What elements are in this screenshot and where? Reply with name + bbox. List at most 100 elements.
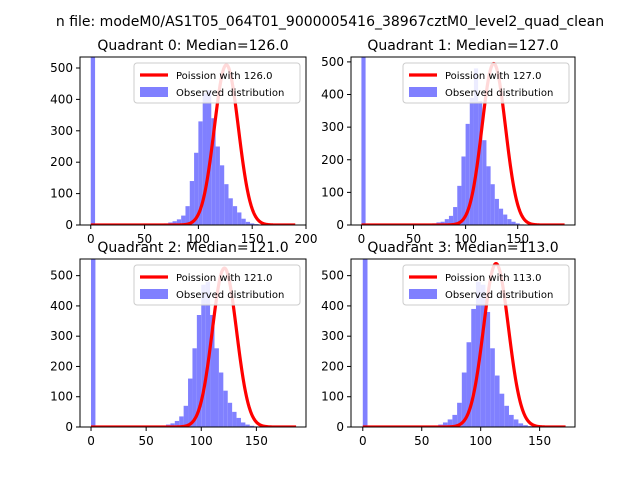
x-tick-label: 0 xyxy=(358,232,366,246)
axes-frame xyxy=(350,258,576,428)
histogram-bar xyxy=(511,221,516,225)
histogram-bar xyxy=(192,348,197,427)
subplot-title: Quadrant 0: Median=126.0 xyxy=(97,38,288,54)
legend-box xyxy=(133,62,301,104)
legend-label-observed: Observed distribution xyxy=(445,290,553,301)
histogram-bar xyxy=(494,375,500,427)
histogram-bar xyxy=(499,393,505,427)
histogram-bar xyxy=(444,219,449,225)
histogram-bar xyxy=(485,311,491,427)
histogram-bar xyxy=(224,184,229,225)
histogram-bar xyxy=(448,215,454,225)
y-tick-label: 0 xyxy=(65,218,73,232)
x-tick-label: 100 xyxy=(454,232,477,246)
histogram-bar xyxy=(523,425,528,427)
histogram-bar xyxy=(202,93,207,225)
x-tick-label: 150 xyxy=(241,232,264,246)
histogram-bar xyxy=(194,152,199,225)
histogram-bar xyxy=(240,422,246,427)
y-tick-label: 100 xyxy=(50,187,73,201)
y-tick-label: 100 xyxy=(50,390,73,404)
histogram-bar xyxy=(223,390,228,427)
legend: Poission with 127.0 Observed distribution xyxy=(402,62,570,104)
y-tick-label: 500 xyxy=(321,269,344,283)
y-tick-label: 0 xyxy=(336,218,344,232)
plot-area xyxy=(89,57,297,225)
plot-area xyxy=(89,259,298,427)
histogram-bar xyxy=(211,118,216,225)
legend-label-observed: Observed distribution xyxy=(176,88,284,99)
legend-box xyxy=(402,62,570,104)
histogram-bar xyxy=(486,166,491,225)
subplot-title: Quadrant 2: Median=121.0 xyxy=(97,240,288,256)
histogram-bar xyxy=(453,207,458,225)
histogram-bar xyxy=(440,221,445,225)
histogram-bar xyxy=(507,219,512,225)
histogram-bar xyxy=(465,123,470,225)
histogram-bar-zero xyxy=(362,259,368,427)
x-tick-label: 150 xyxy=(245,434,268,448)
histogram-bar xyxy=(174,420,180,427)
histogram-bar xyxy=(457,402,462,427)
poisson-fit-line xyxy=(360,61,566,225)
x-tick-label: 0 xyxy=(87,434,95,448)
subplot-2: 0 50 100 150 0 100 200 300 400 500 Quadrant 2: Med… xyxy=(50,240,307,448)
axes-frame xyxy=(350,56,576,226)
histogram-bar xyxy=(473,68,479,225)
histogram-bar-zero xyxy=(361,57,366,225)
x-tick-label: 0 xyxy=(359,434,367,448)
histogram-bar-zero xyxy=(90,57,96,225)
legend-label-fit: Poission with 121.0 xyxy=(176,273,272,284)
y-tick-label: 200 xyxy=(321,359,344,373)
figure-title: n file: modeM0/AS1T05_064T01_9000005416_… xyxy=(56,14,604,30)
histogram-bar xyxy=(498,208,504,225)
histogram-bar xyxy=(503,214,508,225)
histogram-bar xyxy=(201,284,206,427)
histogram-bar xyxy=(518,423,524,427)
histogram-bar xyxy=(219,165,225,225)
axes-frame xyxy=(79,56,307,226)
x-tick-label: 0 xyxy=(87,232,95,246)
histogram-bar xyxy=(214,348,219,427)
legend-label-fit: Poission with 127.0 xyxy=(445,71,541,82)
x-tick-label: 100 xyxy=(190,434,213,448)
histogram-bar xyxy=(172,221,177,225)
y-tick-label: 300 xyxy=(321,329,344,343)
x-tick-label: 50 xyxy=(414,434,429,448)
y-tick-label: 400 xyxy=(50,299,73,313)
y-tick-label: 100 xyxy=(321,185,344,199)
histogram-bar xyxy=(478,101,483,225)
legend-box xyxy=(402,264,570,306)
x-tick-label: 50 xyxy=(406,232,421,246)
histogram-bar xyxy=(181,215,186,225)
histogram-bar xyxy=(232,411,237,427)
x-tick-label: 200 xyxy=(295,232,318,246)
legend-bar-swatch xyxy=(409,87,437,97)
y-tick-label: 0 xyxy=(336,420,344,434)
histogram-bar xyxy=(183,405,189,427)
y-tick-label: 200 xyxy=(50,155,73,169)
histogram-bar xyxy=(196,315,202,427)
legend-label-observed: Observed distribution xyxy=(445,88,553,99)
plot-area xyxy=(360,57,566,225)
legend-box xyxy=(133,264,301,306)
histogram-bar xyxy=(508,414,514,427)
histogram-bar xyxy=(228,198,233,225)
axes-frame xyxy=(79,258,307,428)
x-tick-label: 50 xyxy=(139,434,154,448)
histogram-bar xyxy=(215,146,220,225)
y-tick-label: 400 xyxy=(50,92,73,106)
histogram-bar xyxy=(461,156,466,225)
histogram-bar xyxy=(480,284,486,427)
y-tick-label: 400 xyxy=(321,88,344,102)
histogram-bar xyxy=(232,206,238,225)
poisson-fit-line xyxy=(89,266,298,427)
subplot-title: Quadrant 1: Median=127.0 xyxy=(367,38,558,54)
legend-label-observed: Observed distribution xyxy=(176,290,284,301)
histogram-bar xyxy=(504,405,509,427)
plot-area xyxy=(361,259,567,427)
histogram-bar xyxy=(237,212,242,225)
histogram-bar-zero xyxy=(91,259,96,427)
histogram-bar xyxy=(218,372,224,427)
